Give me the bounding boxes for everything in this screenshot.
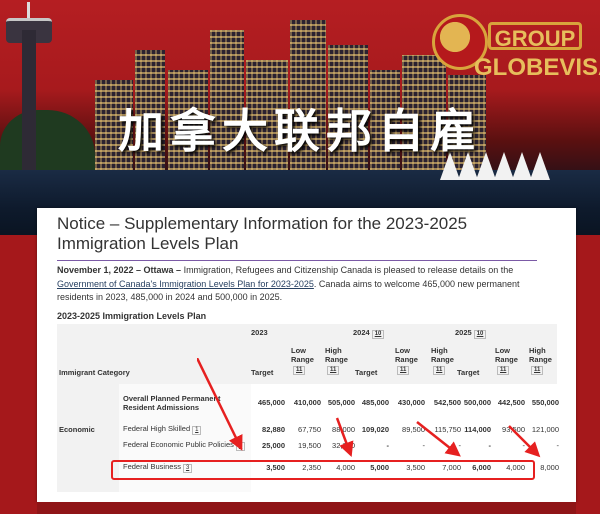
subhead-target: Target — [355, 368, 378, 377]
category-header: Immigrant Category — [59, 368, 130, 377]
table-cell: 465,000 — [257, 398, 285, 407]
table-header-bg — [57, 324, 557, 384]
table-cell: 6,000 — [472, 463, 491, 472]
building — [246, 60, 288, 170]
table-cell: - — [556, 441, 560, 450]
year-header: 2024 10 — [353, 328, 385, 339]
row-label: Federal Business 3 — [123, 462, 247, 473]
footnote-link[interactable]: 10 — [371, 330, 385, 339]
footnote-link[interactable]: 3 — [182, 464, 193, 473]
outro-text: . Canada aims to welcome 465,000 new per… — [57, 278, 520, 303]
table-cell: 82,880 — [262, 425, 285, 434]
table-cell: - — [488, 441, 492, 450]
category-column-bg — [57, 384, 119, 492]
footnote-link[interactable]: 11 — [327, 366, 340, 375]
year-header: 2023 — [251, 328, 268, 337]
table-cell: - — [386, 441, 390, 450]
footnote-link[interactable]: 11 — [531, 366, 544, 375]
table-cell: 114,000 — [464, 425, 491, 434]
table-cell: 4,000 — [506, 463, 525, 472]
building — [210, 30, 244, 170]
subhead-low: Low Range 11 — [291, 346, 314, 375]
notice-intro: November 1, 2022 – Ottawa – Immigration,… — [57, 264, 557, 305]
table-cell: 19,500 — [298, 441, 321, 450]
building — [95, 80, 133, 170]
banner-title: 加拿大联邦自雇 — [118, 104, 482, 158]
globevisa-logo: GROUP GLOBEVISA — [432, 12, 600, 82]
levels-plan-link[interactable]: Government of Canada's Immigration Level… — [57, 278, 314, 289]
logo-name-text: GLOBEVISA — [474, 54, 600, 81]
table-caption: 2023-2025 Immigration Levels Plan — [57, 311, 207, 321]
row-group: Economic — [59, 425, 95, 434]
subhead-high: High Range 11 — [431, 346, 454, 375]
globe-icon — [432, 14, 488, 70]
table-cell: 8,000 — [540, 463, 559, 472]
subhead-high: High Range 11 — [325, 346, 348, 375]
row-label: Overall Planned Permanent Resident Admis… — [123, 394, 221, 412]
lookout-tower — [22, 30, 36, 170]
table-cell: 5,000 — [370, 463, 389, 472]
table-cell: 505,000 — [327, 398, 355, 407]
table-cell: 542,500 — [433, 398, 461, 407]
table-cell: 4,000 — [336, 463, 355, 472]
footnote-link[interactable]: 11 — [293, 366, 306, 375]
table-cell: 25,000 — [262, 441, 285, 450]
highlight-arrows — [197, 358, 541, 458]
table-cell: 109,020 — [361, 425, 389, 434]
subhead-target: Target — [457, 368, 480, 377]
title-divider — [57, 260, 537, 261]
row-label: Federal High Skilled 1 — [123, 424, 247, 435]
notice-date: November 1, 2022 – Ottawa – — [57, 265, 182, 275]
canada-place-sails — [440, 150, 560, 180]
logo-group-text: GROUP — [488, 22, 582, 51]
table-cell: 430,000 — [397, 398, 425, 407]
footnote-link[interactable]: 11 — [397, 366, 410, 375]
table-cell: 2,350 — [302, 463, 321, 472]
tower-antenna — [27, 2, 30, 20]
table-cell: 67,750 — [298, 425, 321, 434]
bottom-frame — [37, 502, 576, 514]
table-cell: 88,000 — [332, 425, 355, 434]
intro-text: Immigration, Refugees and Citizenship Ca… — [181, 265, 514, 275]
table-cell: 410,000 — [293, 398, 321, 407]
table-cell: 550,000 — [531, 398, 559, 407]
federal-business-highlight — [111, 460, 535, 480]
subhead-low: Low Range 11 — [395, 346, 418, 375]
notice-title: Notice – Supplementary Information for t… — [57, 214, 468, 253]
table-cell: 500,000 — [463, 398, 491, 407]
footnote-link[interactable]: 11 — [433, 366, 446, 375]
building — [328, 45, 368, 170]
table-cell: - — [422, 441, 426, 450]
table-cell: 121,000 — [531, 425, 559, 434]
footnote-link[interactable]: 1 — [192, 426, 202, 435]
subhead-target: Target — [251, 368, 274, 377]
table-cell: 442,500 — [497, 398, 525, 407]
table-cell: 89,500 — [402, 425, 425, 434]
year-header: 2025 10 — [455, 328, 487, 339]
building — [402, 55, 446, 170]
subhead-low: Low Range 11 — [495, 346, 518, 375]
footnote-link[interactable]: 10 — [473, 330, 487, 339]
table-cell: 3,500 — [266, 463, 285, 472]
footnote-link[interactable]: 11 — [497, 366, 510, 375]
city-banner: GROUP GLOBEVISA 加拿大联邦自雇 — [0, 0, 600, 235]
table-cell: 115,750 — [434, 425, 461, 434]
table-cell: 7,000 — [442, 463, 461, 472]
notice-card: Notice – Supplementary Information for t… — [37, 208, 576, 502]
building — [290, 20, 326, 170]
table-cell: 3,500 — [406, 463, 425, 472]
table-cell: - — [522, 441, 526, 450]
building — [370, 70, 400, 170]
building — [135, 50, 165, 170]
table-cell: 485,000 — [361, 398, 389, 407]
subhead-high: High Range 11 — [529, 346, 552, 375]
building — [168, 70, 208, 170]
